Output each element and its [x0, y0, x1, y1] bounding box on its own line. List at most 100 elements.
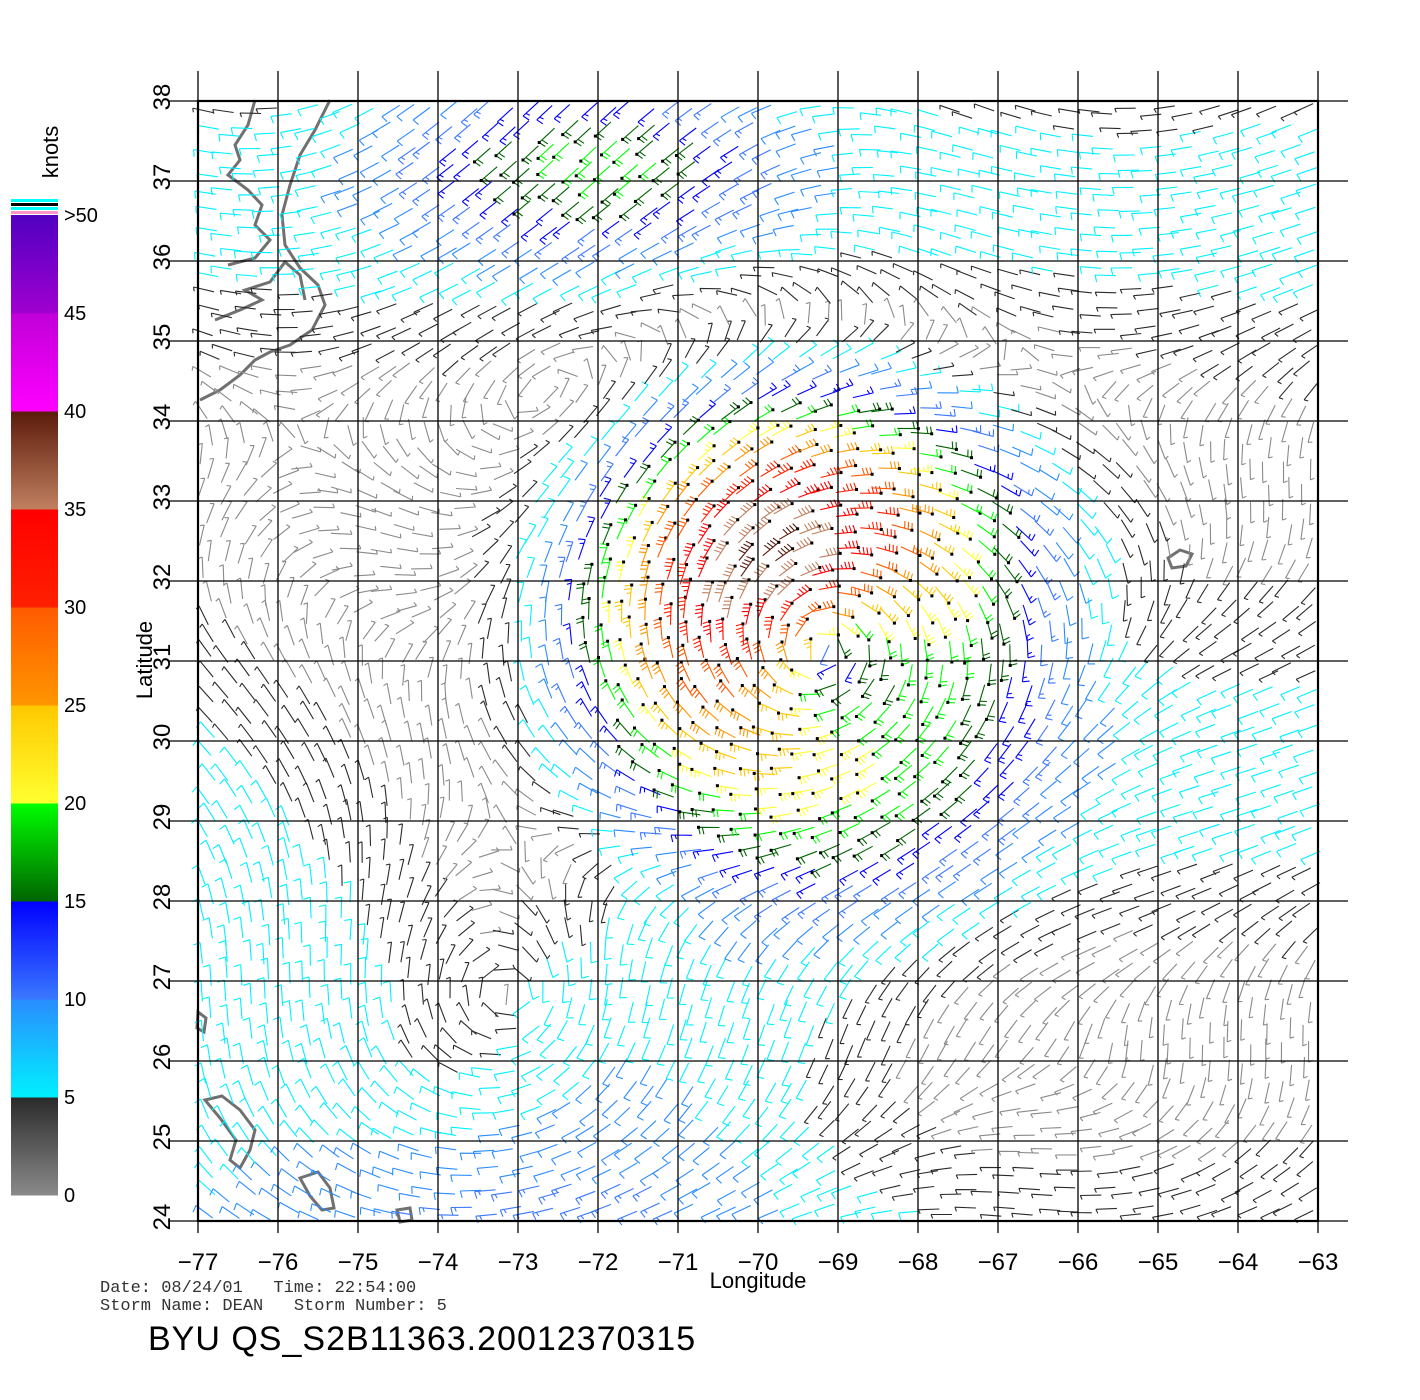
wind-barb	[857, 662, 868, 684]
wind-barb	[236, 784, 253, 804]
wind-barb	[270, 1183, 292, 1197]
wind-barb	[551, 1101, 571, 1119]
wind-barb	[681, 577, 692, 600]
wind-barb	[1153, 206, 1175, 217]
wind-barb	[594, 864, 612, 881]
wind-barb	[417, 679, 423, 702]
wind-barb	[1093, 448, 1112, 463]
wind-barb	[543, 1005, 554, 1027]
wind-barb	[475, 226, 494, 245]
wind-barb	[1095, 1207, 1117, 1214]
wind-barb	[613, 829, 635, 838]
wind-barb	[456, 822, 469, 842]
wind-barb	[762, 537, 781, 557]
wind-barb	[830, 230, 852, 239]
wind-barb	[751, 104, 772, 120]
colorbar-segment	[11, 1097, 58, 1196]
rain-flag	[882, 702, 886, 705]
wind-barb	[1136, 625, 1147, 646]
wind-barb	[1196, 744, 1218, 759]
wind-barb	[457, 780, 463, 802]
wind-barb	[999, 144, 1021, 153]
wind-barb	[381, 1019, 395, 1041]
wind-barb	[1232, 225, 1254, 238]
wind-barb	[1263, 501, 1268, 523]
wind-barb	[1019, 305, 1041, 313]
wind-barb	[1259, 246, 1280, 261]
wind-barb	[1197, 150, 1220, 163]
rain-flag	[770, 731, 774, 735]
wind-barb	[602, 886, 615, 906]
wind-barb	[1044, 1038, 1057, 1058]
wind-barb	[697, 477, 714, 497]
wind-barb	[1170, 228, 1192, 239]
rain-flag	[830, 811, 834, 815]
wind-barb	[1061, 984, 1079, 1001]
wind-barb	[695, 375, 712, 395]
wind-barb	[477, 1133, 500, 1144]
wind-barb	[960, 808, 978, 827]
wind-barb	[1258, 670, 1279, 683]
wind-barb	[1055, 206, 1077, 214]
wind-barb	[1170, 269, 1193, 280]
wind-barb	[1131, 1172, 1153, 1182]
wind-barb	[698, 791, 721, 802]
wind-barb	[817, 1100, 832, 1120]
rain-flag	[994, 496, 998, 500]
wind-barb	[302, 782, 315, 803]
wind-barb	[738, 845, 761, 858]
wind-barb	[617, 899, 628, 921]
wind-barb	[813, 600, 836, 613]
wind-barb	[516, 348, 536, 364]
rain-flag	[673, 440, 677, 444]
wind-barb	[716, 229, 738, 245]
wind-barb	[279, 168, 302, 180]
wind-barb	[530, 833, 552, 841]
wind-barb	[733, 362, 751, 381]
wind-barb	[1275, 1121, 1288, 1141]
wind-barb	[970, 265, 992, 274]
wind-barb	[202, 964, 212, 986]
wind-barb	[249, 1208, 271, 1221]
rain-flag	[754, 787, 758, 791]
wind-barb	[1195, 623, 1212, 641]
wind-barb	[334, 896, 343, 919]
wind-barb	[722, 595, 734, 619]
wind-barb	[350, 1105, 371, 1121]
wind-barb	[536, 1063, 555, 1082]
wind-barb	[1084, 565, 1099, 586]
wind-barb	[661, 636, 674, 659]
rain-flag	[681, 643, 685, 647]
wind-barb	[1137, 545, 1149, 566]
wind-barb	[895, 339, 916, 353]
wind-barb	[841, 622, 862, 638]
wind-barb	[455, 859, 473, 877]
wind-barb	[282, 1000, 292, 1022]
wind-barb	[955, 1067, 971, 1086]
wind-barb	[483, 662, 491, 684]
wind-barb	[258, 1187, 280, 1201]
rain-flag	[798, 401, 802, 405]
wind-barb	[753, 830, 776, 842]
wind-barb	[359, 162, 379, 179]
wind-barb	[716, 1121, 732, 1141]
wind-barb	[1300, 518, 1306, 541]
rain-flag	[552, 155, 556, 159]
wind-barb	[993, 391, 1015, 397]
wind-barb	[1111, 802, 1132, 818]
wind-barb	[551, 186, 570, 206]
wind-barb	[455, 448, 476, 461]
wind-barb	[210, 763, 229, 781]
wind-barb	[191, 786, 210, 805]
wind-barb	[1098, 843, 1119, 858]
wind-barb	[354, 387, 371, 405]
wind-barb	[1119, 1213, 1142, 1221]
wind-barb	[1271, 662, 1292, 676]
rain-flag	[689, 577, 692, 581]
wind-barb	[494, 1012, 517, 1018]
rain-flag	[696, 466, 700, 470]
wind-barb	[1135, 498, 1151, 518]
rain-flag	[893, 535, 897, 539]
wind-barb	[393, 207, 413, 225]
rain-flag	[749, 602, 753, 606]
